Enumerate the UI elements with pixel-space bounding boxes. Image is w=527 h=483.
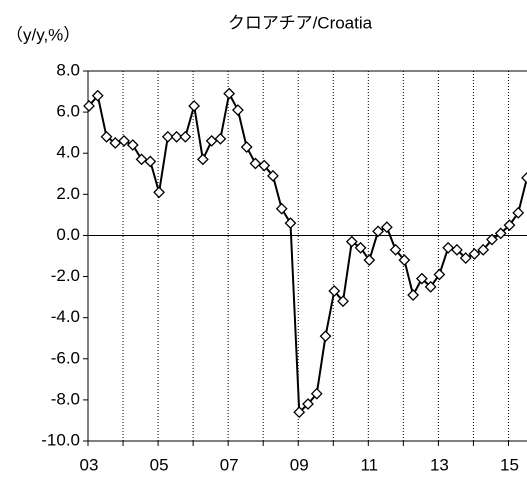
marker <box>214 132 227 145</box>
marker <box>468 248 481 260</box>
y-tick-label: 0.0 <box>56 225 80 244</box>
y-tick-label: 2.0 <box>56 184 80 203</box>
marker <box>433 268 446 281</box>
marker <box>135 153 148 166</box>
y-tick-label: -8.0 <box>51 389 80 408</box>
marker <box>205 134 218 147</box>
x-tick-label: 15 <box>500 455 519 474</box>
marker <box>267 169 279 182</box>
marker <box>144 155 157 168</box>
marker <box>407 289 420 301</box>
marker <box>415 272 428 285</box>
marker <box>91 89 104 102</box>
marker <box>310 387 323 400</box>
x-tick-label: 11 <box>360 455 378 474</box>
marker <box>258 159 271 172</box>
marker <box>337 295 349 308</box>
x-tick-label: 05 <box>150 455 169 474</box>
y-tick-label: -4.0 <box>51 307 80 326</box>
marker <box>389 243 402 256</box>
marker <box>512 206 525 219</box>
marker <box>188 100 201 112</box>
marker <box>503 219 516 232</box>
marker <box>100 130 113 143</box>
marker <box>398 254 411 267</box>
marker <box>459 252 472 264</box>
marker <box>328 285 341 297</box>
marker <box>442 241 455 254</box>
y-tick-label: 6.0 <box>56 102 80 121</box>
marker <box>354 241 367 254</box>
marker <box>345 235 358 248</box>
x-tick-label: 07 <box>220 455 239 474</box>
marker <box>494 227 507 240</box>
x-tick-label: 03 <box>80 455 99 474</box>
y-tick-label: -10.0 <box>41 430 80 449</box>
marker <box>170 130 183 143</box>
x-tick-label: 13 <box>430 455 449 474</box>
marker <box>477 243 490 256</box>
marker <box>363 254 376 267</box>
marker <box>319 330 332 343</box>
x-tick-label: 09 <box>290 455 309 474</box>
marker <box>153 186 165 199</box>
marker <box>521 171 527 184</box>
y-axis-label: （y/y,%） <box>6 25 80 44</box>
marker <box>302 398 314 410</box>
marker <box>293 406 306 419</box>
marker <box>179 130 192 143</box>
marker <box>284 217 297 230</box>
marker <box>451 243 463 256</box>
marker <box>118 134 130 147</box>
marker <box>196 153 209 166</box>
marker <box>372 225 384 238</box>
marker <box>275 202 288 215</box>
marker <box>83 100 95 112</box>
marker <box>126 139 139 151</box>
marker <box>249 157 262 170</box>
marker <box>223 87 236 100</box>
chart-title: クロアチア/Croatia <box>228 13 373 32</box>
y-tick-label: 4.0 <box>56 143 80 162</box>
line <box>88 90 527 415</box>
y-tick-label: 8.0 <box>56 60 80 79</box>
y-tick-label: -2.0 <box>51 266 80 285</box>
marker <box>380 221 393 234</box>
y-tick-label: -6.0 <box>51 348 80 367</box>
marker <box>240 141 253 153</box>
marker <box>232 104 244 116</box>
marker <box>161 130 174 143</box>
marker <box>486 233 498 246</box>
marker <box>424 280 437 293</box>
